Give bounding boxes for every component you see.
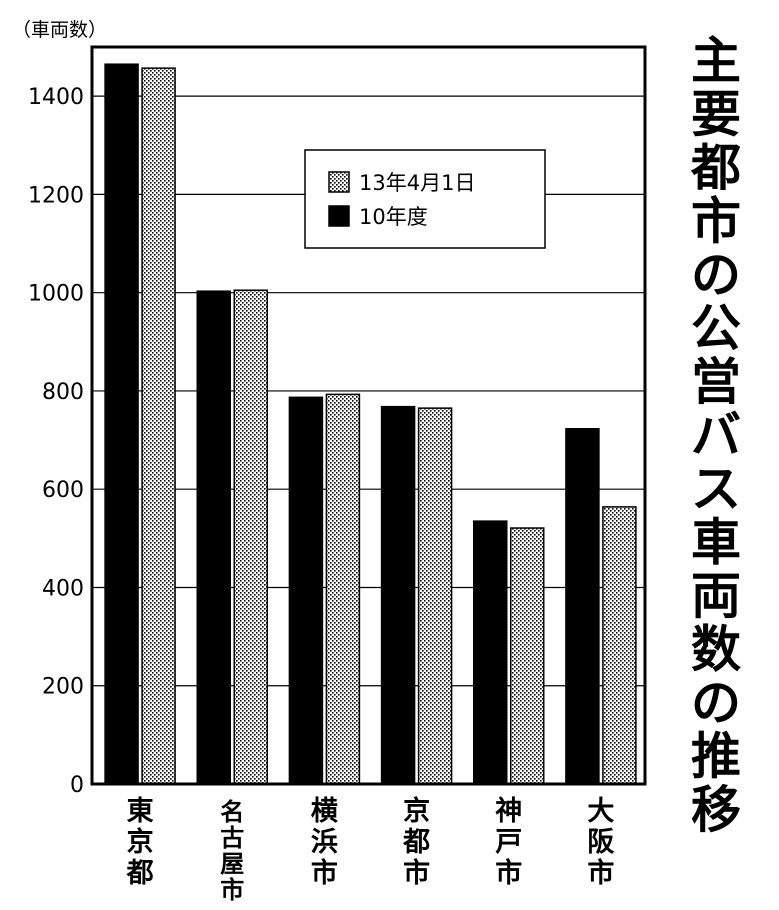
x-category-text: 京都市 xyxy=(402,795,430,889)
legend-swatch xyxy=(328,205,350,227)
title-text: 主要都市の公営バス車両数の推移 xyxy=(690,32,741,839)
y-tick-label: 1400 xyxy=(28,85,84,110)
bar-13年4月1日 xyxy=(510,527,545,785)
x-category-label: 名古屋市 xyxy=(220,798,244,904)
y-tick-label: 400 xyxy=(42,576,84,601)
bar-10年度 xyxy=(288,396,324,785)
bar-13年4月1日 xyxy=(325,393,361,785)
bar-10年度 xyxy=(196,290,231,785)
bar-13年4月1日 xyxy=(417,407,453,785)
y-tick-label: 600 xyxy=(42,478,84,503)
bars xyxy=(104,63,637,785)
legend-swatch xyxy=(328,171,350,193)
x-category-label: 京都市 xyxy=(402,795,430,889)
legend-box xyxy=(304,149,546,249)
bar-10年度 xyxy=(473,520,508,785)
x-category-label: 神戸市 xyxy=(495,796,522,889)
x-category-label: 大阪市 xyxy=(587,796,614,889)
plot-frame xyxy=(90,45,647,786)
x-category-label: 横浜市 xyxy=(311,796,338,889)
x-category-label: 東京都 xyxy=(126,796,154,889)
x-category-text: 東京都 xyxy=(126,796,154,889)
bar-13年4月1日 xyxy=(602,506,637,785)
x-axis-categories: 東京都 名古屋市 横浜市 京都市 神戸市 大阪市 xyxy=(126,795,615,904)
x-category-text: 名古屋市 xyxy=(220,798,244,904)
x-category-text: 神戸市 xyxy=(495,796,522,889)
bar-13年4月1日 xyxy=(141,67,176,785)
legend: 13年4月1日 10年度 xyxy=(304,149,546,249)
legend-label: 13年4月1日 xyxy=(359,171,475,195)
bar-13年4月1日 xyxy=(233,289,268,785)
x-category-text: 横浜市 xyxy=(311,796,338,889)
y-axis-label: （車両数） xyxy=(12,19,107,41)
bar-10年度 xyxy=(104,63,139,785)
legend-label: 10年度 xyxy=(359,205,428,229)
y-tick-label: 200 xyxy=(42,675,84,700)
y-tick-label: 0 xyxy=(70,773,84,798)
y-axis-ticks: 0 200 400 600 800 1000 1200 1400 xyxy=(28,85,84,798)
chart-title: 主要都市の公営バス車両数の推移 xyxy=(690,32,741,839)
bar-10年度 xyxy=(380,405,416,785)
x-category-text: 大阪市 xyxy=(587,796,614,889)
y-tick-label: 800 xyxy=(42,380,84,405)
y-tick-label: 1200 xyxy=(28,183,84,208)
bar-10年度 xyxy=(565,428,600,785)
y-tick-label: 1000 xyxy=(28,282,84,307)
